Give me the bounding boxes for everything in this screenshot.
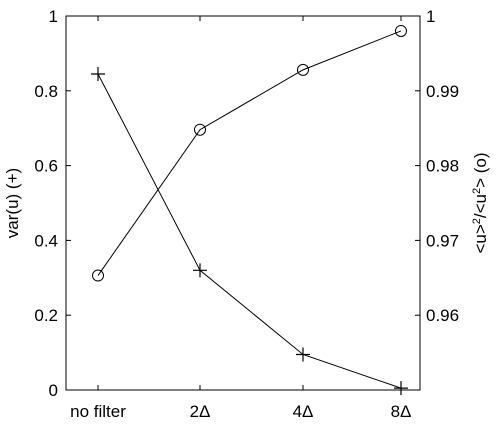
right-axis-title: <u>2/<u2> (o) <box>471 152 490 253</box>
data-point-plus <box>394 381 408 396</box>
x-tick-label: 2Δ <box>190 402 211 421</box>
series-line-plus <box>97 73 402 389</box>
right-axis-title-part: <u> <box>471 224 490 253</box>
x-tick-label: 8Δ <box>391 402 412 421</box>
left-tick-label: 1 <box>49 7 58 26</box>
right-tick-label: 0.96 <box>426 306 459 325</box>
left-tick-label: 0.2 <box>34 306 58 325</box>
data-point-circle <box>92 269 104 282</box>
right-tick-label: 0.97 <box>426 231 459 250</box>
right-axis-title-part: /<u <box>471 194 490 218</box>
data-point-circle <box>194 123 206 136</box>
data-point-circle <box>297 63 309 76</box>
left-tick-label: 0 <box>49 381 58 400</box>
left-tick-label: 0.4 <box>34 231 58 250</box>
right-axis-title-part: > (o) <box>471 152 490 187</box>
left-tick-label: 0.8 <box>34 82 58 101</box>
right-axis-ticks: 0.96 0.97 0.98 0.99 1 <box>415 7 459 325</box>
right-axis-title-superscript: 2 <box>471 188 483 194</box>
x-axis-ticks: no filter 2Δ 4Δ 8Δ <box>70 16 411 421</box>
data-point-plus <box>296 347 310 362</box>
left-axis-ticks: 0 0.2 0.4 0.6 0.8 1 <box>34 7 71 400</box>
x-tick-label: 4Δ <box>293 402 314 421</box>
right-axis-title-superscript: 2 <box>471 218 483 224</box>
right-tick-label: 1 <box>426 7 435 26</box>
right-tick-label: 0.98 <box>426 157 459 176</box>
data-point-circle <box>395 24 407 37</box>
left-axis-title: var(u) (+) <box>3 168 22 238</box>
plot-frame <box>65 15 421 391</box>
right-tick-label: 0.99 <box>426 82 459 101</box>
data-point-plus <box>91 66 105 81</box>
series-layer <box>91 24 408 396</box>
left-tick-label: 0.6 <box>34 157 58 176</box>
x-tick-label: no filter <box>70 402 126 421</box>
series-line-circle <box>97 30 402 276</box>
data-point-plus <box>193 263 207 278</box>
